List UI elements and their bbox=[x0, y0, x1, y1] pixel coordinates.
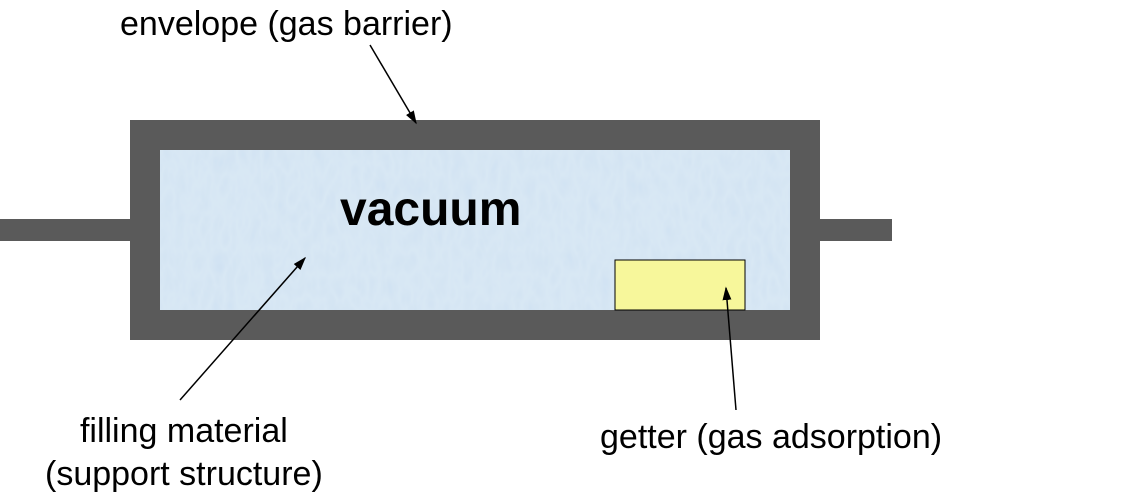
filling-label: filling material (support structure) bbox=[45, 410, 323, 495]
envelope-arrow bbox=[370, 45, 416, 123]
vacuum-text: vacuum bbox=[340, 182, 521, 237]
envelope-label: envelope (gas barrier) bbox=[120, 5, 453, 44]
envelope-left-stub bbox=[0, 219, 130, 241]
getter bbox=[615, 260, 745, 310]
envelope-right-stub bbox=[820, 219, 892, 241]
vacuum-panel-diagram: envelope (gas barrier) vacuum filling ma… bbox=[0, 0, 1124, 504]
getter-arrow bbox=[726, 288, 736, 410]
filling-label-line2: (support structure) bbox=[45, 453, 323, 496]
getter-label: getter (gas adsorption) bbox=[600, 418, 942, 457]
filling-arrow bbox=[180, 258, 305, 400]
filling-label-line1: filling material bbox=[45, 410, 323, 453]
